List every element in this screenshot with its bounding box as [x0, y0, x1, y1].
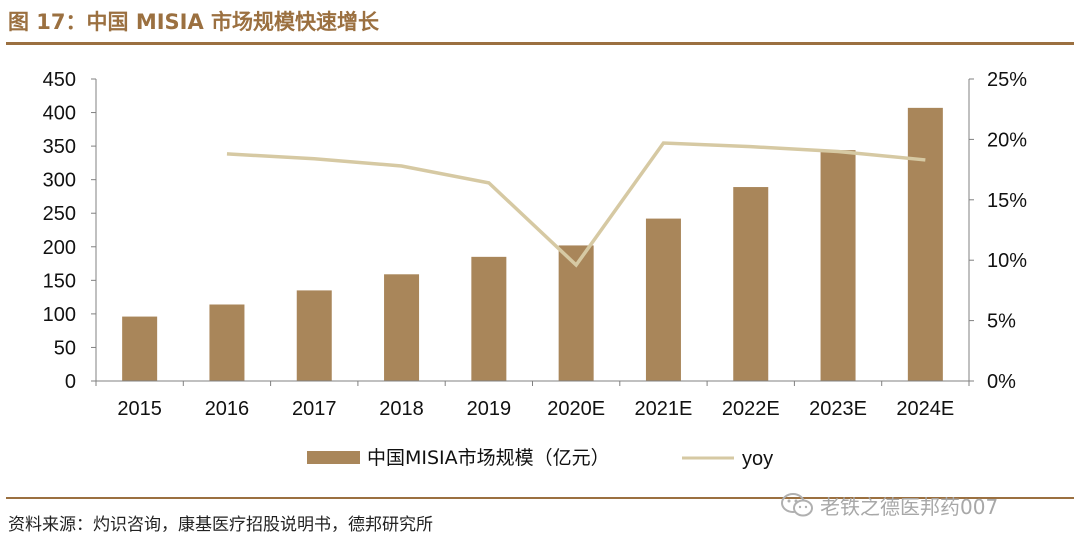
left-tick-label: 400 — [43, 103, 76, 125]
bar-2023E — [820, 150, 856, 381]
bar-2022E — [733, 187, 769, 381]
left-tick-label: 200 — [43, 237, 76, 259]
x-tick-label: 2015 — [117, 398, 162, 420]
right-axis-ticks: 0% 5% 10% 15% 20% 25% — [969, 69, 1027, 393]
x-tick-label: 2019 — [467, 398, 512, 420]
right-tick-label: 25% — [987, 69, 1027, 91]
x-tick-label: 2018 — [379, 398, 424, 420]
left-tick-label: 50 — [54, 337, 76, 359]
x-axis-ticks: 2015 2016 2017 2018 2019 2020E 2021E 2022E 2023E… — [95, 381, 970, 420]
bar-2019 — [471, 256, 507, 381]
left-tick-label: 250 — [43, 203, 76, 225]
left-tick-label: 150 — [43, 270, 76, 292]
x-tick-label: 2023E — [809, 398, 867, 420]
x-tick-label: 2017 — [292, 398, 337, 420]
x-tick-label: 2021E — [635, 398, 693, 420]
source-note: 资料来源：灼识咨询，康基医疗招股说明书，德邦研究所 — [8, 515, 433, 535]
top-divider — [6, 42, 1074, 45]
yoy-line-group — [226, 141, 926, 268]
legend-label-bar: 中国MISIA市场规模（亿元） — [367, 447, 610, 469]
bar-2017 — [296, 290, 332, 381]
left-tick-label: 100 — [43, 304, 76, 326]
watermark-text: 老铁之德医邦药007 — [820, 494, 999, 519]
bar-2024E — [907, 107, 943, 381]
watermark: 老铁之德医邦药007 — [780, 490, 998, 520]
x-tick-label: 2022E — [722, 398, 780, 420]
wechat-icon — [781, 493, 813, 517]
bottom-divider — [6, 497, 1074, 499]
x-tick-label: 2020E — [547, 398, 605, 420]
right-tick-label: 5% — [987, 311, 1016, 333]
right-tick-label: 20% — [987, 129, 1027, 151]
x-tick-label: 2016 — [205, 398, 250, 420]
page-title: 图 17：中国 MISIA 市场规模快速增长 — [8, 10, 380, 34]
legend-swatch-bar — [307, 451, 360, 464]
left-tick-label: 350 — [43, 136, 76, 158]
right-tick-label: 15% — [987, 190, 1027, 212]
bar-2020E — [558, 245, 594, 381]
x-tick-label: 2024E — [896, 398, 954, 420]
bar-2021E — [645, 218, 681, 381]
left-tick-label: 300 — [43, 170, 76, 192]
left-axis-ticks: 0 50 100 150 200 250 300 350 400 450 — [43, 69, 96, 393]
bar-group — [122, 107, 943, 381]
right-tick-label: 10% — [987, 250, 1027, 272]
legend: 中国MISIA市场规模（亿元） yoy — [307, 447, 773, 470]
right-tick-label: 0% — [987, 371, 1016, 393]
bar-2015 — [122, 316, 158, 381]
bar-2016 — [209, 304, 245, 381]
left-tick-label: 0 — [65, 371, 76, 393]
left-tick-label: 450 — [43, 69, 76, 91]
legend-label-yoy: yoy — [742, 448, 773, 470]
bar-2018 — [384, 274, 420, 381]
